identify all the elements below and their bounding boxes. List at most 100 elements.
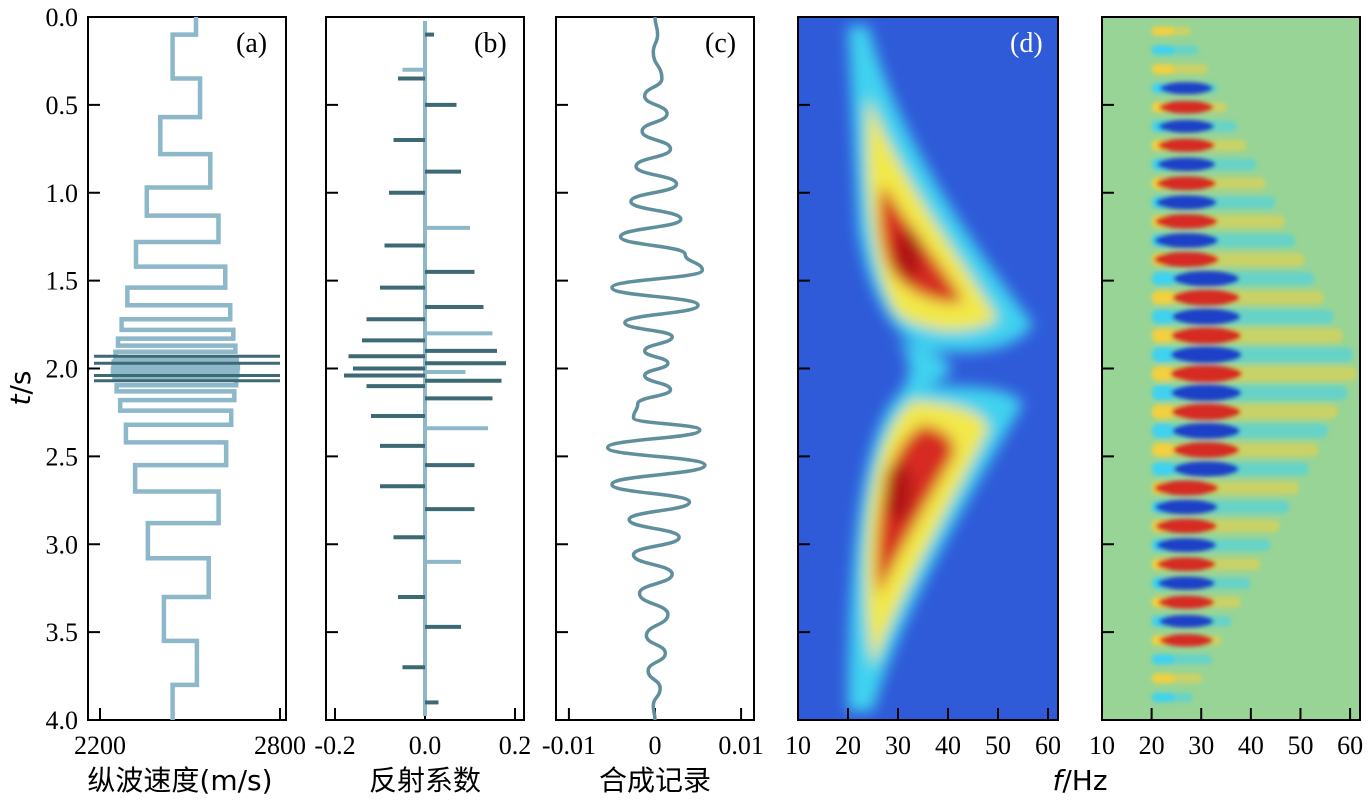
x-tick-label: 40	[1238, 731, 1264, 760]
panel-c-label: (c)	[705, 28, 736, 59]
y-tick-label: 4.0	[46, 706, 79, 735]
stripe-core	[1155, 499, 1218, 515]
stripe-core	[1171, 308, 1241, 325]
panel-b-series	[344, 21, 506, 716]
panel-a-series	[94, 17, 280, 720]
y-tick-label: 2.0	[46, 355, 79, 384]
stripe-core	[1171, 384, 1242, 402]
stripe-core-pale	[1151, 64, 1174, 75]
stripe-core	[1173, 270, 1240, 287]
panel-c-xlabel: 合成记录	[599, 764, 711, 797]
stripe-core	[1157, 576, 1216, 590]
stripe-core	[1171, 327, 1242, 344]
panel-a-ticks	[88, 16, 281, 721]
stripe-core-pale	[1151, 423, 1174, 438]
synthetic-trace	[605, 16, 707, 721]
y-tick-label: 1.0	[46, 179, 79, 208]
panel-b-ticks	[326, 16, 516, 721]
x-tick-label: 60	[1337, 731, 1363, 760]
stripe-core	[1172, 442, 1240, 458]
stripe-core	[1159, 634, 1214, 647]
stripe-core	[1171, 403, 1241, 420]
x-tick-label: 0	[649, 731, 662, 760]
x-tick-label: 40	[935, 731, 961, 760]
velocity-log-line	[110, 17, 241, 720]
stripe-core-pale	[1151, 290, 1174, 305]
x-tick-label: 10	[1089, 731, 1115, 760]
x-tick-label: 0.0	[409, 731, 442, 760]
stripe-core-pale	[1151, 309, 1174, 324]
x-tick-label: 10	[785, 731, 811, 760]
energy-peak-lower	[884, 461, 912, 522]
panel-c-x-tick-labels: -0.01 0 0.01	[542, 731, 764, 760]
stripe-core	[1170, 346, 1242, 364]
panel-e-spectrum-real: 10 20 30 40 50 60	[1089, 16, 1363, 760]
stripe-core-pale	[1151, 328, 1174, 343]
stripe-core	[1158, 595, 1215, 609]
y-tick-label: 3.0	[46, 530, 79, 559]
panel-b-x-tick-labels: -0.2 0.0 0.2	[314, 731, 531, 760]
stripe-core-pale	[1151, 366, 1174, 382]
x-tick-label: 20	[835, 731, 861, 760]
panel-d-label: (d)	[1010, 28, 1043, 59]
y-axis-title: t/s	[4, 370, 37, 405]
x-tick-label: -0.01	[542, 731, 596, 760]
y-tick-label: 1.5	[46, 267, 79, 296]
x-tick-label: 30	[885, 731, 911, 760]
stripe-core	[1159, 82, 1213, 95]
x-tick-label: 2200	[74, 731, 126, 760]
energy-connector	[898, 342, 951, 395]
stripe-core	[1156, 195, 1217, 210]
x-tick-label: 30	[1188, 731, 1214, 760]
energy-peak-upper	[894, 228, 922, 281]
panel-d-ticks	[797, 16, 1049, 721]
x-tick-label: 60	[1035, 731, 1061, 760]
stripe-core	[1173, 461, 1239, 477]
x-tick-label: 0.01	[718, 731, 764, 760]
stripe-core	[1158, 119, 1215, 133]
y-tick-label: 0.5	[46, 91, 79, 120]
panel-e-heatmap	[1151, 26, 1358, 703]
panel-a-xlabel: 纵波速度(m/s)	[87, 764, 272, 797]
stripe-core	[1172, 289, 1240, 306]
panel-e-ticks	[1101, 16, 1352, 721]
x-tick-label: -0.2	[314, 731, 355, 760]
x-tick-label: 50	[985, 731, 1011, 760]
stripe-core	[1155, 518, 1217, 534]
stripe-core	[1154, 233, 1218, 248]
x-tick-label: 50	[1287, 731, 1313, 760]
stripe-core	[1157, 557, 1216, 571]
panel-a-velocity: (a) 2200 2800 纵波速度(m/s)	[74, 16, 306, 797]
panel-b-label: (b)	[474, 28, 507, 59]
panel-d-x-tick-labels: 10 20 30 40 50 60	[785, 731, 1061, 760]
stripe-core	[1170, 365, 1243, 383]
stripe-core-pale	[1151, 45, 1174, 55]
stripe-core	[1157, 138, 1215, 152]
panel-b-xlabel: 反射系数	[369, 764, 481, 797]
y-tick-label: 3.5	[46, 618, 79, 647]
stripe-core-pale	[1151, 26, 1174, 36]
stripe-core	[1156, 538, 1217, 553]
stripe-core	[1172, 422, 1241, 439]
stripe-core-pale	[1151, 404, 1174, 419]
stripe-core	[1155, 214, 1218, 229]
stripe-core	[1157, 157, 1216, 172]
panel-d-spectrum: (d) 10 20 30 40 50 60	[785, 16, 1061, 760]
stripe-core-pale	[1151, 347, 1174, 363]
stripe-core-pale	[1151, 692, 1174, 703]
panel-c-series	[605, 16, 707, 721]
panel-b-reflection: (b) -0.2 0.0 0.2 反射系数	[314, 16, 531, 797]
stripe-core	[1154, 480, 1219, 496]
stripe-core-pale	[1151, 271, 1174, 286]
x-tick-label: 20	[1139, 731, 1165, 760]
x-tick-label: 0.2	[499, 731, 532, 760]
stripe-core-pale	[1151, 673, 1174, 684]
panel-e-x-tick-labels: 10 20 30 40 50 60	[1089, 731, 1363, 760]
panel-e-blur-group	[1151, 26, 1358, 703]
x-tick-label: 2800	[254, 731, 306, 760]
stripe-core	[1156, 176, 1217, 191]
panel-d-blur-group	[848, 25, 1033, 712]
stripe-core	[1158, 614, 1214, 628]
shared-xlabel: f/Hz	[1052, 764, 1107, 797]
